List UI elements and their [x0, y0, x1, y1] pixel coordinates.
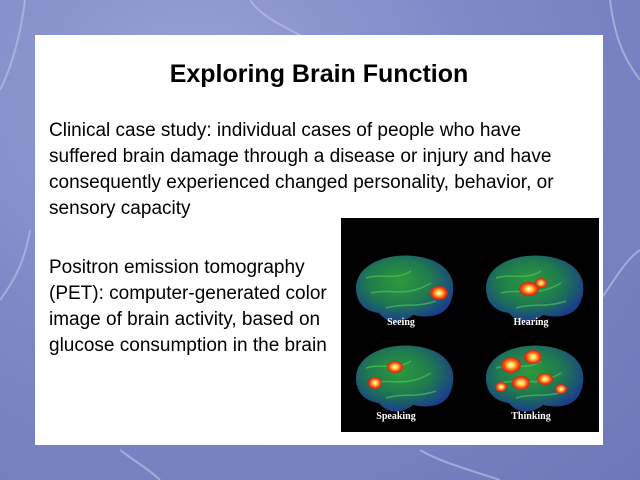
pet-scan-image: Seeing Hearing Speaking Thinking: [341, 218, 599, 432]
brain-hearing: [486, 255, 584, 322]
caption-hearing: Hearing: [513, 317, 549, 328]
caption-speaking: Speaking: [376, 411, 416, 422]
pet-description-text: Positron emission tomography (PET): comp…: [49, 257, 327, 356]
caption-thinking: Thinking: [511, 411, 551, 422]
brain-thinking: [486, 345, 584, 412]
brain-seeing: [356, 255, 454, 322]
slide-title: Exploring Brain Function: [169, 60, 469, 88]
brain-speaking: [356, 345, 454, 412]
clinical-case-study-text: Clinical case study: individual cases of…: [49, 120, 554, 219]
slide-content: Exploring Brain Function Clinical case s…: [35, 35, 603, 445]
caption-seeing: Seeing: [387, 317, 415, 328]
